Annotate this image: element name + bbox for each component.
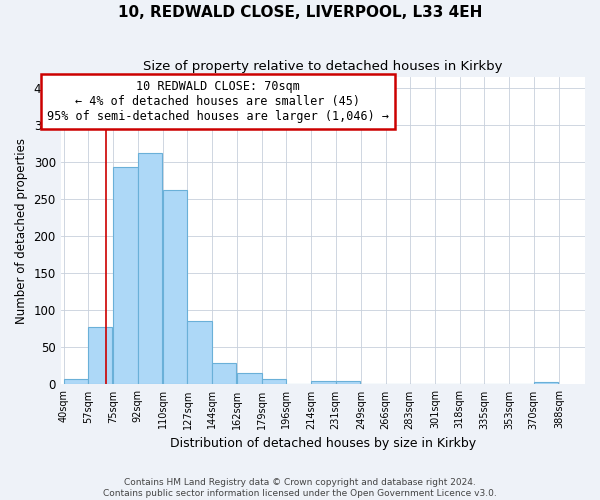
- Bar: [88, 328, 112, 384]
- Bar: [187, 322, 212, 384]
- Bar: [212, 363, 236, 384]
- Bar: [311, 380, 335, 384]
- Bar: [534, 382, 558, 384]
- Y-axis label: Number of detached properties: Number of detached properties: [15, 138, 28, 324]
- Bar: [64, 378, 88, 384]
- Title: Size of property relative to detached houses in Kirkby: Size of property relative to detached ho…: [143, 60, 503, 73]
- Bar: [163, 190, 187, 384]
- Text: 10 REDWALD CLOSE: 70sqm
← 4% of detached houses are smaller (45)
95% of semi-det: 10 REDWALD CLOSE: 70sqm ← 4% of detached…: [47, 80, 389, 123]
- Bar: [335, 382, 360, 384]
- X-axis label: Distribution of detached houses by size in Kirkby: Distribution of detached houses by size …: [170, 437, 476, 450]
- Text: 10, REDWALD CLOSE, LIVERPOOL, L33 4EH: 10, REDWALD CLOSE, LIVERPOOL, L33 4EH: [118, 5, 482, 20]
- Bar: [113, 168, 137, 384]
- Bar: [238, 372, 262, 384]
- Bar: [262, 378, 286, 384]
- Text: Contains HM Land Registry data © Crown copyright and database right 2024.
Contai: Contains HM Land Registry data © Crown c…: [103, 478, 497, 498]
- Bar: [137, 154, 162, 384]
